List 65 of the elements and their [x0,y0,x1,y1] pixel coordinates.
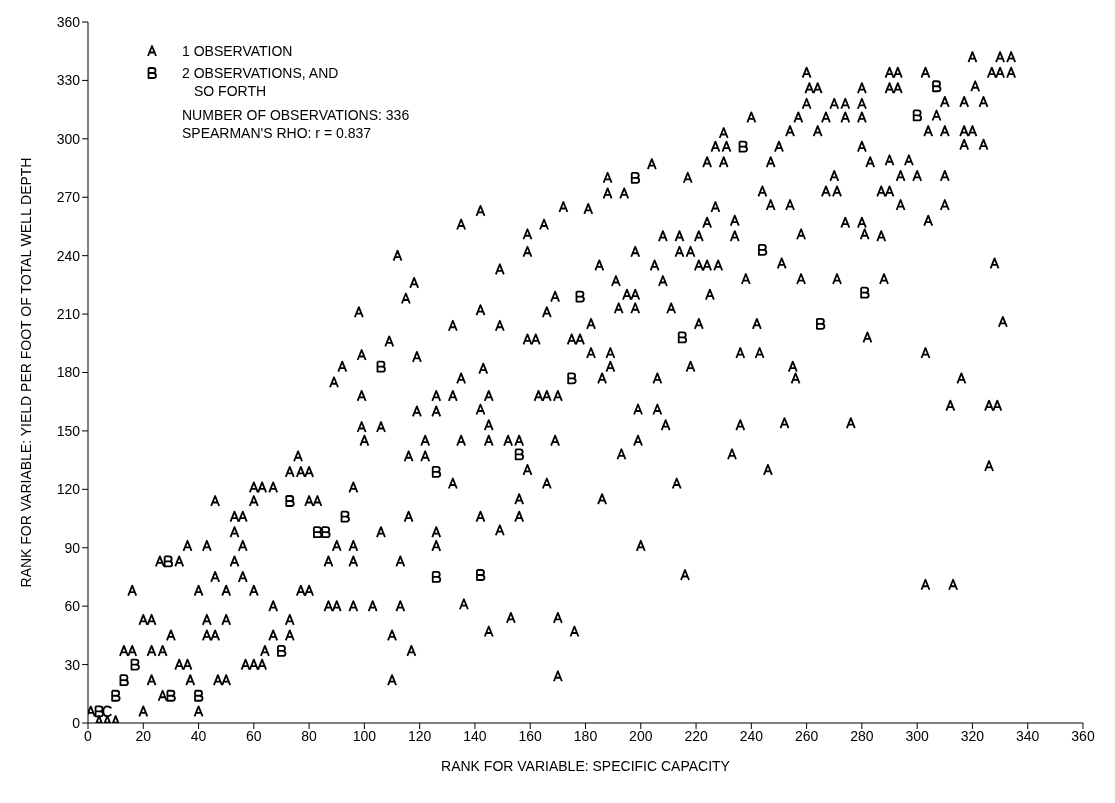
x-tick-label: 0 [84,727,93,744]
x-tick-label: 200 [629,727,653,744]
point [757,243,768,256]
x-tick-label: 120 [407,727,432,744]
y-axis-title: RANK FOR VARIABLE: YIELD PER FOOT OF TOTAL WELL DEPTH [17,157,34,588]
annotation: NUMBER OF OBSERVATIONS: 336 [182,106,410,124]
point [932,80,942,93]
point [130,658,140,671]
x-tick-label: 300 [905,727,930,744]
x-tick-label: 60 [246,727,262,744]
y-tick-label: 30 [64,656,81,673]
point [575,290,585,303]
x-tick-label: 240 [739,727,764,744]
x-tick-label: 340 [1016,727,1040,744]
point [376,360,386,373]
y-tick-label: 0 [72,714,81,731]
point [738,140,748,153]
x-tick-label: 320 [960,727,985,744]
point [277,645,287,657]
point [340,510,350,523]
y-tick-label: 210 [56,306,81,323]
point [194,689,204,702]
y-tick-label: 150 [56,422,81,439]
x-tick-label: 260 [794,727,819,744]
x-tick-label: 100 [352,727,377,744]
point [816,317,826,330]
point [102,705,113,718]
x-tick-label: 20 [135,727,152,744]
y-tick-label: 180 [56,364,81,381]
y-tick-label: 360 [56,13,81,30]
point [476,569,486,581]
point [166,689,176,702]
y-tick-label: 240 [56,247,81,264]
y-tick-label: 90 [64,539,81,556]
annotation: SPEARMAN'S RHO: r = 0.837 [182,124,372,142]
point [111,689,121,702]
x-tick-label: 280 [850,727,874,744]
point [163,555,174,568]
x-tick-label: 160 [518,727,543,744]
y-tick-label: 120 [56,481,81,498]
point [630,171,641,184]
x-tick-label: 140 [463,727,487,744]
point [431,571,442,583]
point [94,705,104,718]
x-tick-label: 220 [684,727,708,744]
x-tick-label: 80 [301,727,318,744]
y-tick-label: 270 [56,189,81,206]
point [119,674,129,687]
point [313,526,323,539]
legend-label: 2 OBSERVATIONS, AND SO FORTH [182,64,340,100]
x-tick-label: 40 [190,727,207,744]
point [321,526,331,539]
x-tick-label: 180 [573,727,598,744]
point [431,465,442,478]
y-tick-label: 300 [56,130,81,147]
legend-label: 1 OBSERVATION [182,42,294,60]
point [285,495,295,507]
point [677,331,688,344]
x-axis-title: RANK FOR VARIABLE: SPECIFIC CAPACITY [441,758,731,774]
point [912,109,923,122]
x-tick-label: 360 [1071,727,1095,744]
y-tick-label: 330 [56,72,81,89]
y-tick-label: 60 [64,598,81,615]
point [567,372,577,385]
point [860,286,870,299]
